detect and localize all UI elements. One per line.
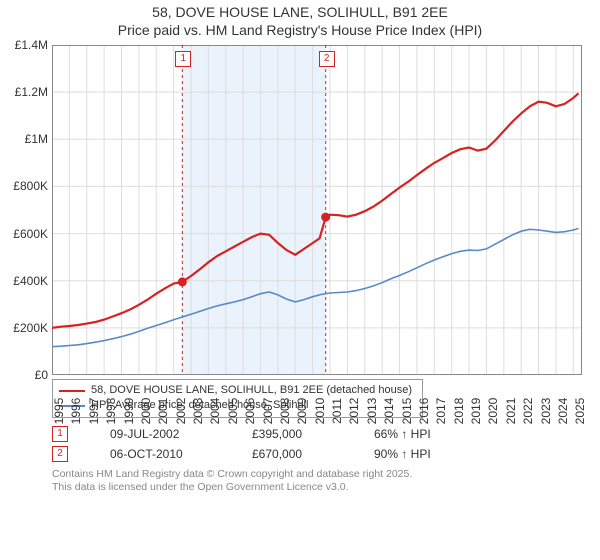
sales-row-badge: 1 (52, 426, 68, 442)
x-axis-label: 2020 (486, 398, 500, 425)
title-line-1: 58, DOVE HOUSE LANE, SOLIHULL, B91 2EE (0, 4, 600, 22)
legend-label: 58, DOVE HOUSE LANE, SOLIHULL, B91 2EE (… (91, 383, 412, 398)
sales-row: 2 06-OCT-2010 £670,000 90% ↑ HPI (52, 446, 600, 462)
sales-row-pct: 66% ↑ HPI (374, 427, 474, 441)
chart-area: £0£200K£400K£600K£800K£1M£1.2M£1.4M19951… (52, 45, 582, 375)
sales-row-price: £395,000 (252, 427, 332, 441)
x-axis-label: 2012 (347, 398, 361, 425)
x-axis-label: 1995 (52, 398, 66, 425)
chart-svg (52, 45, 582, 375)
x-axis-label: 2009 (295, 398, 309, 425)
x-axis-label: 2014 (382, 398, 396, 425)
x-axis-label: 1996 (69, 398, 83, 425)
sale-marker-badge: 1 (175, 51, 191, 67)
x-axis-label: 2016 (417, 398, 431, 425)
sales-row-badge: 2 (52, 446, 68, 462)
x-axis-label: 2001 (156, 398, 170, 425)
sale-marker-badge: 2 (319, 51, 335, 67)
x-axis-label: 1999 (122, 398, 136, 425)
sales-row: 1 09-JUL-2002 £395,000 66% ↑ HPI (52, 426, 600, 442)
x-axis-label: 2006 (243, 398, 257, 425)
x-axis-label: 2025 (573, 398, 587, 425)
x-axis-label: 2021 (504, 398, 518, 425)
y-axis-label: £1M (25, 132, 48, 146)
x-axis-label: 2007 (261, 398, 275, 425)
legend-swatch (59, 390, 85, 392)
legend-item: 58, DOVE HOUSE LANE, SOLIHULL, B91 2EE (… (59, 383, 412, 398)
y-axis-label: £600K (13, 227, 48, 241)
x-axis-label: 2004 (208, 398, 222, 425)
sales-table: 1 09-JUL-2002 £395,000 66% ↑ HPI 2 06-OCT-201… (52, 426, 600, 462)
y-axis-label: £0 (35, 368, 48, 382)
x-axis-label: 2017 (434, 398, 448, 425)
y-axis-label: £1.4M (15, 38, 48, 52)
x-axis-label: 2015 (400, 398, 414, 425)
chart-title-block: 58, DOVE HOUSE LANE, SOLIHULL, B91 2EE P… (0, 0, 600, 39)
x-axis-label: 2000 (139, 398, 153, 425)
x-axis-label: 2023 (539, 398, 553, 425)
x-axis-label: 2003 (191, 398, 205, 425)
x-axis-label: 2010 (313, 398, 327, 425)
y-axis-label: £400K (13, 274, 48, 288)
y-axis-label: £200K (13, 321, 48, 335)
sales-row-date: 09-JUL-2002 (110, 427, 210, 441)
y-axis-label: £800K (13, 179, 48, 193)
x-axis-label: 2013 (365, 398, 379, 425)
sales-row-date: 06-OCT-2010 (110, 447, 210, 461)
x-axis-label: 2024 (556, 398, 570, 425)
x-axis-label: 2011 (330, 398, 344, 424)
sales-row-price: £670,000 (252, 447, 332, 461)
attribution-line-2: This data is licensed under the Open Gov… (52, 481, 600, 494)
x-axis-label: 1997 (87, 398, 101, 425)
x-axis-label: 2002 (174, 398, 188, 425)
x-axis-label: 2019 (469, 398, 483, 425)
x-axis-label: 2022 (521, 398, 535, 425)
sales-row-pct: 90% ↑ HPI (374, 447, 474, 461)
x-axis-label: 2005 (226, 398, 240, 425)
attribution: Contains HM Land Registry data © Crown c… (52, 468, 600, 494)
x-axis-label: 2008 (278, 398, 292, 425)
y-axis-label: £1.2M (15, 85, 48, 99)
attribution-line-1: Contains HM Land Registry data © Crown c… (52, 468, 600, 481)
x-axis-label: 2018 (452, 398, 466, 425)
x-axis-label: 1998 (104, 398, 118, 425)
title-line-2: Price paid vs. HM Land Registry's House … (0, 22, 600, 40)
